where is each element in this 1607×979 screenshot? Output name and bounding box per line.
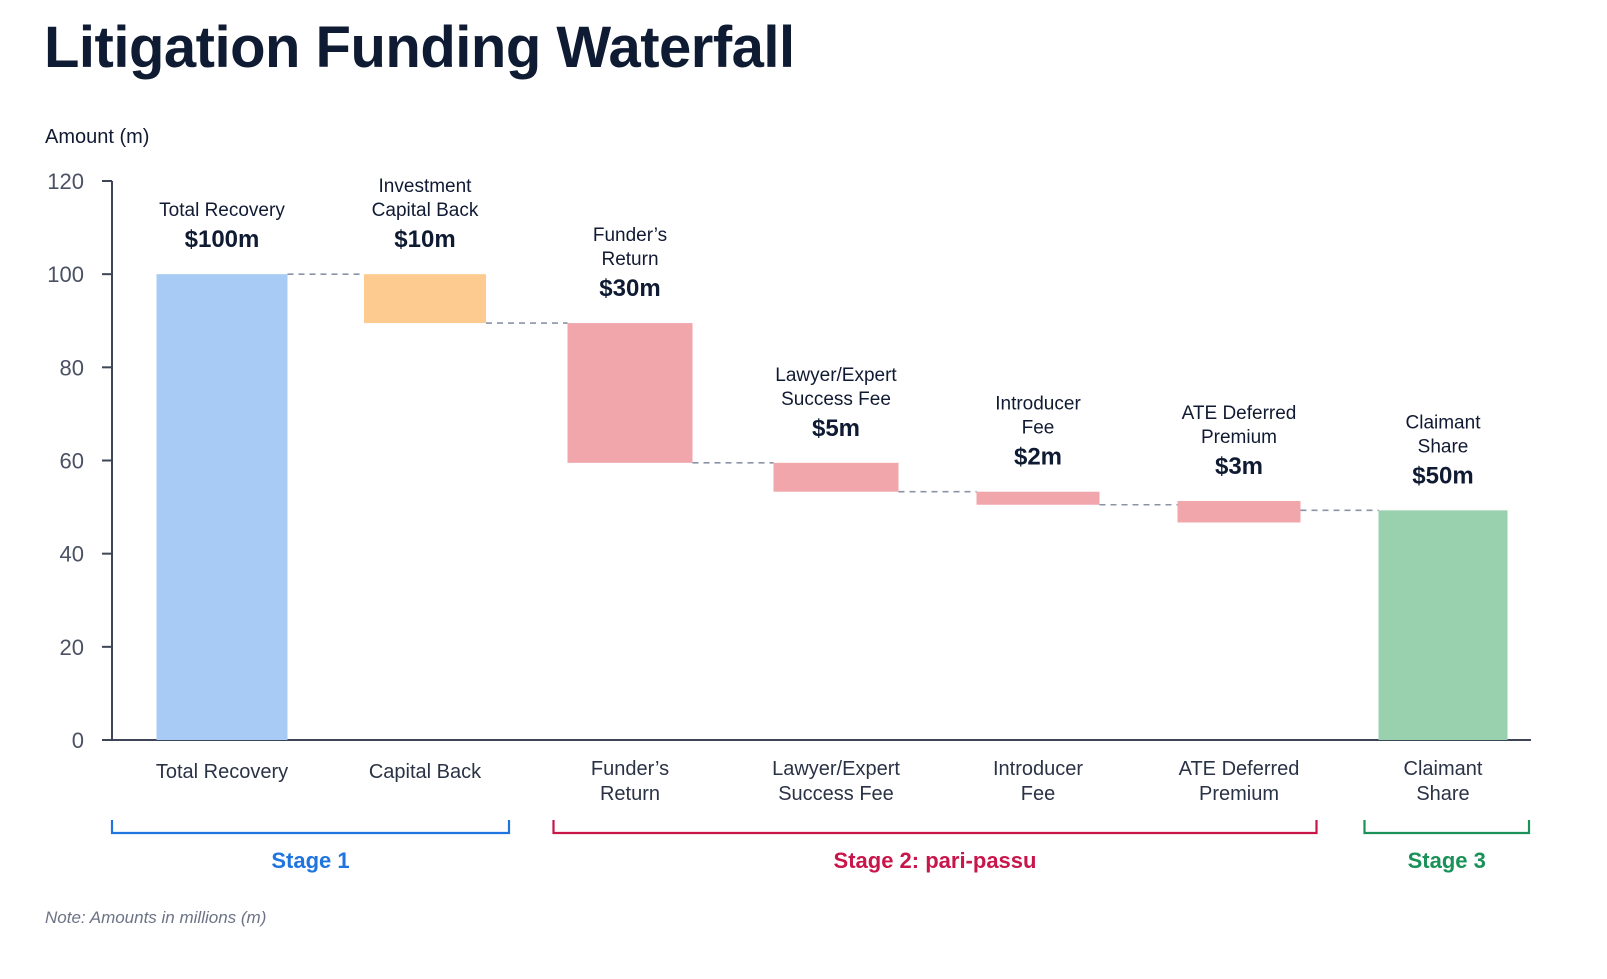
data-label-name: Premium xyxy=(1201,427,1277,448)
data-label-value: $50m xyxy=(1412,462,1473,489)
x-tick-label: Return xyxy=(600,783,660,805)
x-tick-label: Capital Back xyxy=(369,761,482,783)
data-label-name: Share xyxy=(1418,436,1469,457)
bar-2 xyxy=(364,274,486,324)
y-tick-label: 120 xyxy=(47,169,84,194)
data-label-name: Introducer xyxy=(995,394,1081,415)
stage-label: Stage 1 xyxy=(271,848,349,873)
bar-5 xyxy=(976,491,1100,505)
y-axis-label: Amount (m) xyxy=(45,126,149,148)
bar-4 xyxy=(773,462,899,492)
data-label-value: $2m xyxy=(1014,444,1062,471)
x-tick-label: Fee xyxy=(1021,783,1055,805)
data-label-value: $100m xyxy=(185,226,260,253)
stage-label: Stage 2: pari-passu xyxy=(834,848,1037,873)
y-tick-label: 100 xyxy=(47,262,84,287)
stage-label: Stage 3 xyxy=(1408,848,1486,873)
data-label-name: Success Fee xyxy=(781,389,891,410)
bar-7 xyxy=(1378,510,1508,740)
page-title: Litigation Funding Waterfall xyxy=(44,15,795,80)
stage-bracket xyxy=(552,820,1318,835)
data-label-name: Capital Back xyxy=(372,200,479,221)
stage-bracket xyxy=(1363,820,1531,835)
x-tick-label: Introducer xyxy=(993,758,1083,780)
data-label-name: Lawyer/Expert xyxy=(775,365,897,386)
y-tick-label: 80 xyxy=(60,355,84,380)
x-tick-label: Premium xyxy=(1199,783,1279,805)
data-label-value: $5m xyxy=(812,415,860,442)
x-tick-label: Success Fee xyxy=(778,783,894,805)
x-tick-label: Lawyer/Expert xyxy=(772,758,900,780)
data-label-name: Claimant xyxy=(1406,412,1482,433)
data-label-name: Fee xyxy=(1022,418,1055,439)
stage-bracket xyxy=(110,820,511,835)
x-tick-label: Share xyxy=(1416,783,1469,805)
footnote: Note: Amounts in millions (m) xyxy=(45,908,267,927)
data-label-value: $30m xyxy=(599,275,660,302)
x-tick-label: ATE Deferred xyxy=(1179,758,1300,780)
data-label-name: Investment xyxy=(379,176,473,197)
x-tick-label: Total Recovery xyxy=(156,761,288,783)
data-label-name: Funder’s xyxy=(593,225,667,246)
y-tick-label: 0 xyxy=(72,728,84,753)
bar-6 xyxy=(1177,501,1301,523)
data-label-value: $10m xyxy=(394,226,455,253)
y-tick-label: 20 xyxy=(60,635,84,660)
data-label-name: ATE Deferred xyxy=(1182,403,1297,424)
data-label-name: Return xyxy=(601,249,658,270)
data-label-value: $3m xyxy=(1215,453,1263,480)
data-label-name: Total Recovery xyxy=(159,200,285,221)
y-tick-label: 40 xyxy=(60,542,84,567)
x-tick-label: Funder’s xyxy=(591,758,669,780)
bar-1 xyxy=(156,274,288,740)
bar-3 xyxy=(567,323,693,463)
y-tick-label: 60 xyxy=(60,449,84,474)
x-tick-label: Claimant xyxy=(1404,758,1483,780)
